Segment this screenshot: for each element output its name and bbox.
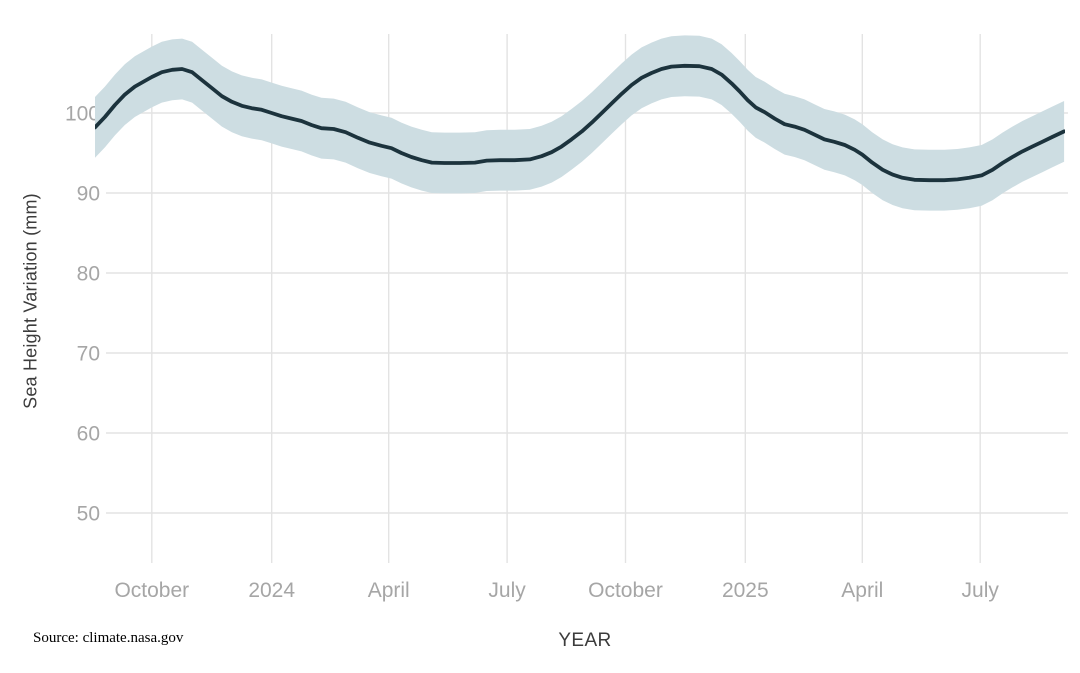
- y-tick-label: 60: [77, 423, 100, 446]
- sea-height-trend-line: [95, 63, 1065, 183]
- y-tick-label: 90: [77, 183, 100, 206]
- x-tick-label: October: [114, 579, 189, 602]
- x-tick-label: April: [368, 579, 410, 602]
- y-tick-label: 100: [65, 103, 100, 126]
- x-tick-label: July: [962, 579, 1000, 602]
- source-note: Source: climate.nasa.gov: [33, 630, 184, 646]
- confidence-band: [95, 35, 1065, 211]
- x-tick-label: 2024: [248, 579, 295, 602]
- x-tick-label: April: [841, 579, 883, 602]
- y-tick-label: 80: [77, 263, 100, 286]
- x-tick-label: July: [488, 579, 526, 602]
- y-tick-label: 70: [77, 343, 100, 366]
- x-tick-label: 2025: [722, 579, 769, 602]
- x-axis-title: YEAR: [558, 630, 612, 651]
- y-tick-label: 50: [77, 503, 100, 526]
- y-axis-title: Sea Height Variation (mm): [20, 193, 41, 409]
- x-tick-label: October: [588, 579, 663, 602]
